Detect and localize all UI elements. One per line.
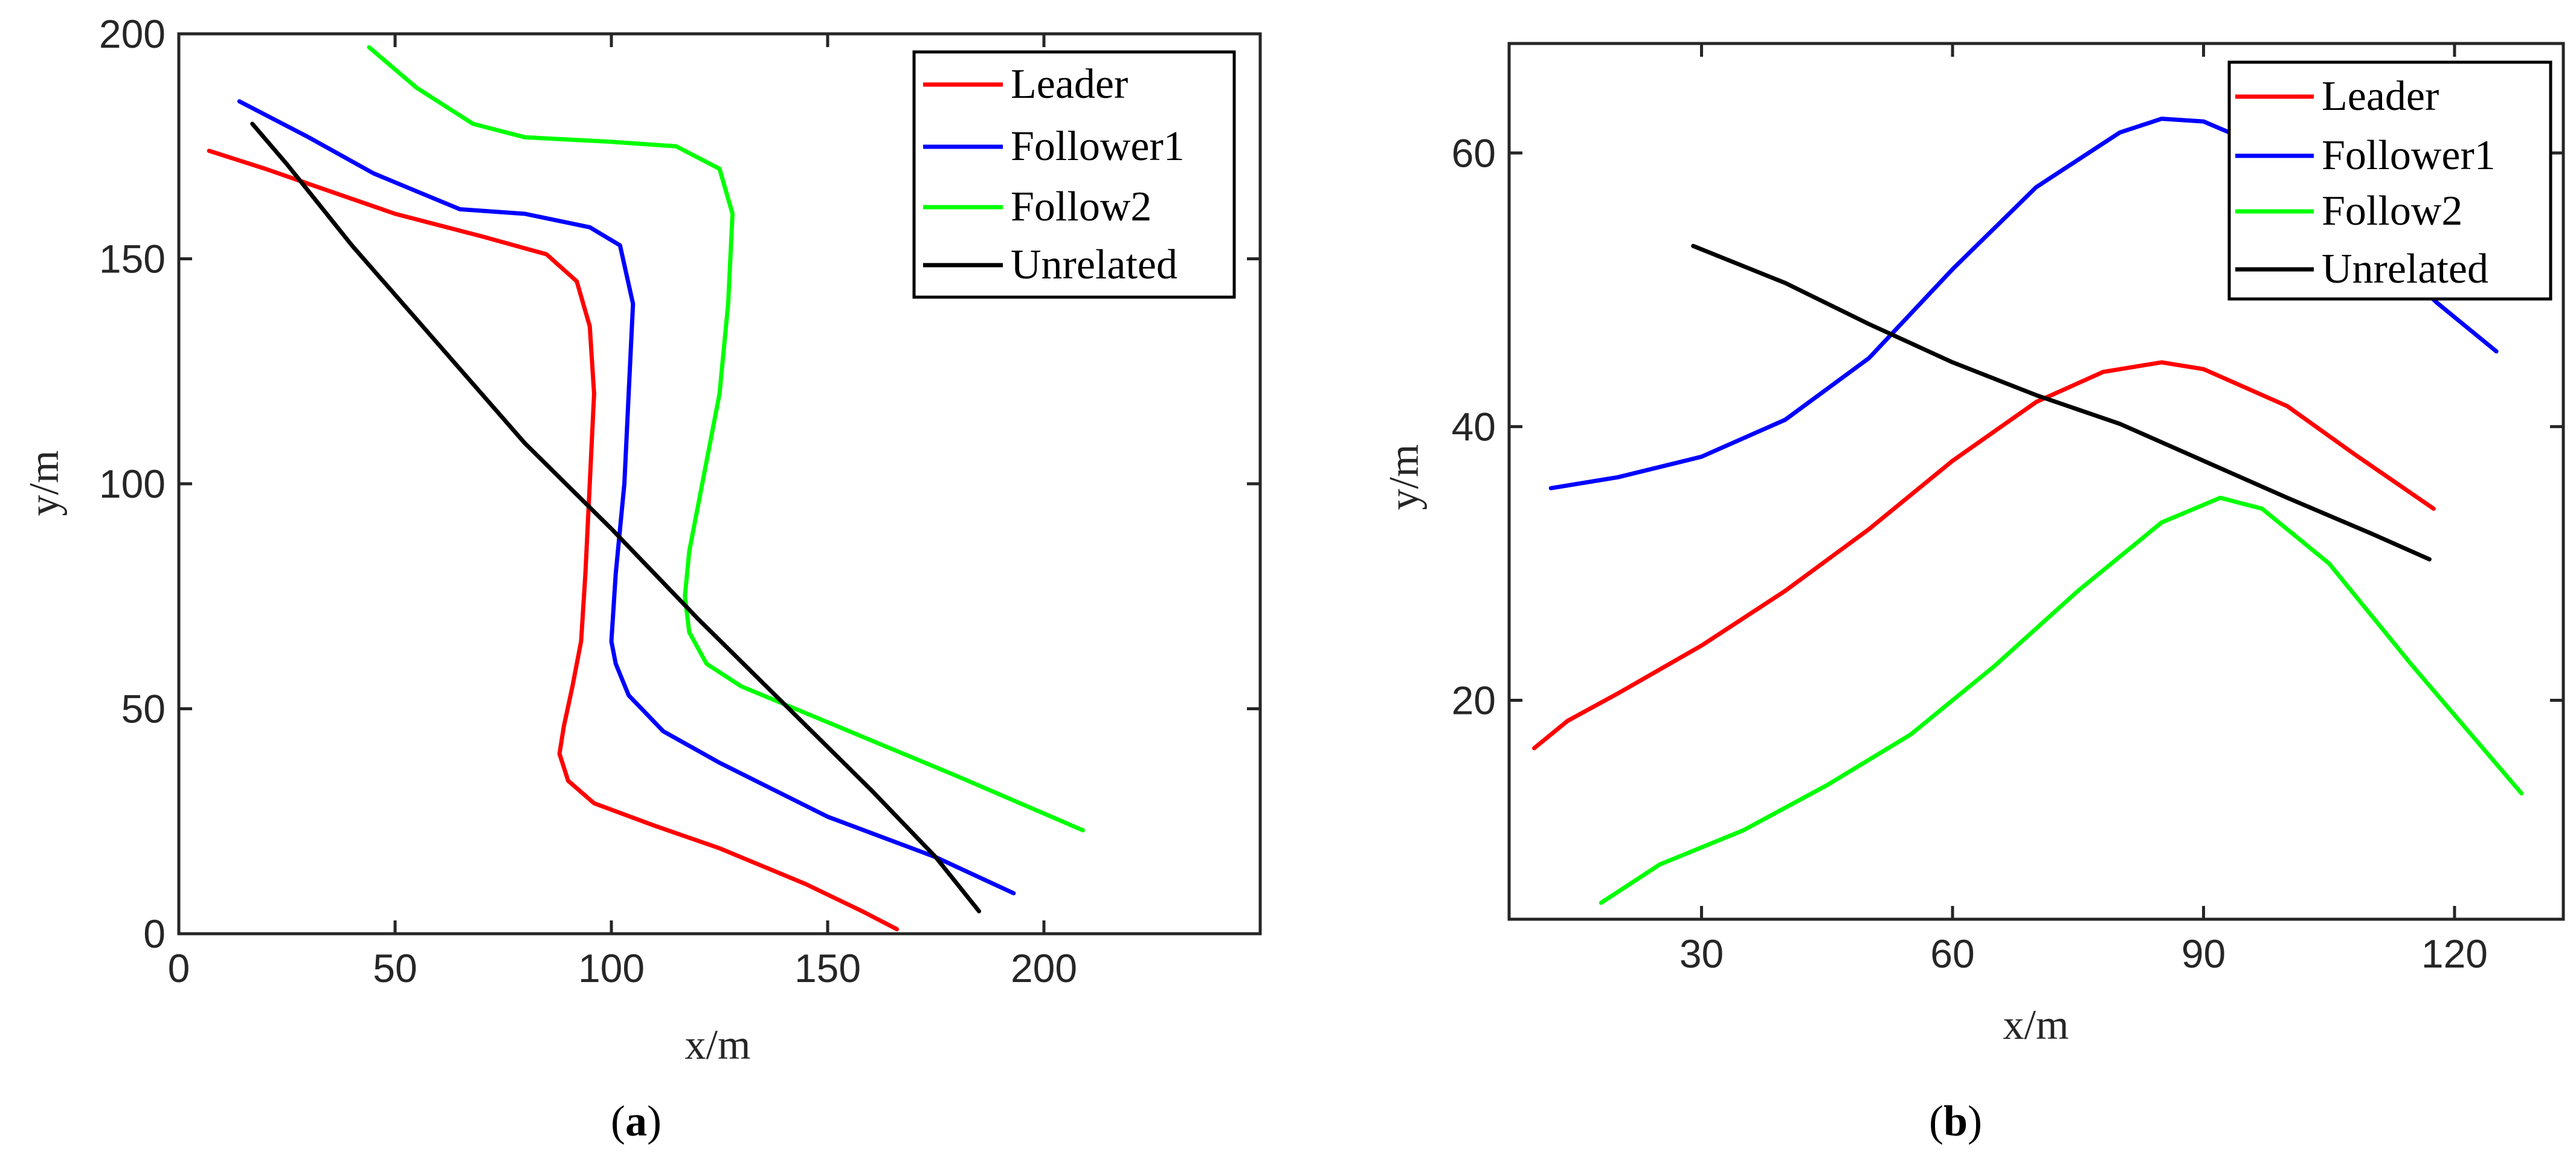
panel-a-y-ticks: 0 50 100 150 200 [99, 11, 1260, 956]
panel-b-x-tick-label: 120 [2421, 931, 2488, 976]
panel-b-legend-label-follow2: Follow2 [2322, 188, 2462, 234]
panel-b-y-ticks: 20 40 60 [1452, 130, 2563, 723]
panel-b-series-line-unrelated [1691, 243, 2432, 562]
panel-a-series-line-unrelated [250, 121, 982, 914]
panel-b-legend: Leader Follower1 Follow2 Unrelated [2227, 60, 2552, 301]
panel-a-caption: (a) [611, 1097, 662, 1145]
panel-a-y-tick-label: 0 [143, 911, 166, 956]
panel-a-legend-box [912, 50, 1236, 299]
panel-b-x-tick-label: 60 [1930, 931, 1974, 976]
panel-a-series-line-follower1 [237, 99, 1016, 896]
panel-a-legend-label-follower1: Follower1 [1011, 123, 1185, 170]
panel-b-legend-label-follower1: Follower1 [2322, 132, 2496, 179]
panel-a-x-tick-label: 150 [794, 946, 861, 990]
panel-a-y-tick-label: 50 [121, 687, 166, 731]
panel-b-caption-letter: b [1943, 1097, 1968, 1145]
panel-a-x-ticks: 0 50 100 150 200 [168, 34, 1077, 990]
panel-b-legend-box [2227, 60, 2552, 301]
panel-a-series-line-leader [207, 149, 900, 931]
panel-b-x-axis-label: x/m [2003, 1002, 2069, 1048]
panel-a-legend: Leader Follower1 Follow2 Unrelated [912, 50, 1236, 299]
panel-b-x-tick-label: 30 [1679, 931, 1724, 976]
panel-a-chart: 0 50 100 150 200 0 50 100 150 200 x/m y/m Leader… [21, 11, 1262, 1145]
panel-a-y-axis-label: y/m [21, 451, 68, 516]
panel-a-caption-letter: a [625, 1097, 647, 1145]
panel-b-y-axis-label: y/m [1381, 445, 1428, 510]
panel-a-x-tick-label: 0 [168, 946, 190, 990]
panel-a-y-tick-label: 150 [99, 237, 166, 281]
panel-a-legend-label-leader: Leader [1011, 61, 1128, 108]
panel-a-x-tick-label: 50 [373, 946, 417, 990]
panel-b-legend-label-unrelated: Unrelated [2322, 246, 2488, 292]
panel-b-y-tick-label: 20 [1452, 678, 1496, 723]
panel-a-y-tick-label: 200 [99, 11, 166, 56]
panel-b-lines [1532, 117, 2524, 905]
panel-a-x-tick-label: 100 [578, 946, 645, 990]
panel-a-legend-label-follow2: Follow2 [1011, 184, 1151, 230]
panel-b-y-tick-label: 40 [1452, 404, 1496, 449]
panel-a-legend-label-unrelated: Unrelated [1011, 242, 1177, 288]
panel-b-series-line-follow2 [1599, 495, 2524, 905]
panel-b-legend-label-leader: Leader [2322, 73, 2439, 120]
panel-b-y-tick-label: 60 [1452, 130, 1496, 175]
panel-a-x-tick-label: 200 [1011, 946, 1077, 990]
panel-b-x-tick-label: 90 [2182, 931, 2226, 976]
panel-a-y-tick-label: 100 [99, 461, 166, 506]
panel-b-x-ticks: 30 60 90 120 [1679, 43, 2488, 976]
panel-b-chart: 30 60 90 120 20 40 60 x/m y/m Leader Follower… [1381, 42, 2565, 1145]
panel-a-series-line-follow2 [367, 45, 1085, 833]
panel-a-x-axis-label: x/m [685, 1022, 751, 1068]
panel-b-caption: (b) [1929, 1097, 1982, 1145]
panel-b-series-line-leader [1532, 360, 2436, 751]
panel-a-lines [207, 45, 1085, 931]
